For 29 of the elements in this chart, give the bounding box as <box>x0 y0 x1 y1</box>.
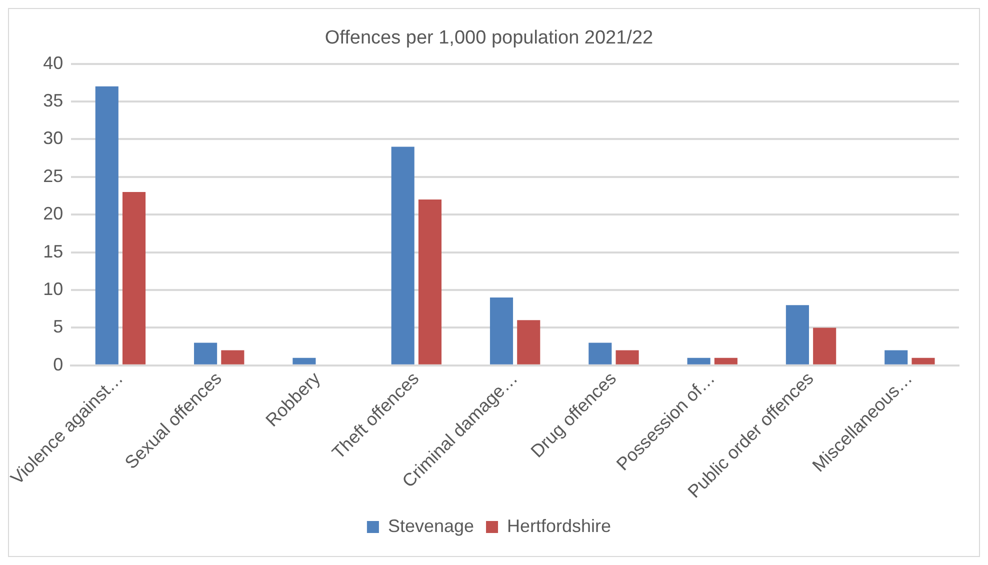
y-tick-label: 0 <box>53 354 64 374</box>
bar <box>884 350 908 364</box>
bar <box>221 350 244 364</box>
bar <box>714 358 738 364</box>
bar <box>490 298 514 364</box>
y-tick-label: 20 <box>43 204 64 224</box>
chart-title: Offences per 1,000 population 2021/22 <box>324 28 654 49</box>
y-tick-label: 40 <box>43 52 64 73</box>
legend-label: Hertfordshire <box>507 516 612 536</box>
y-tick-label: 30 <box>43 128 64 148</box>
y-tick-label: 10 <box>43 278 64 299</box>
bar <box>122 192 146 364</box>
bar <box>588 342 612 364</box>
bar <box>616 350 639 364</box>
bar <box>418 200 442 364</box>
y-tick-label: 35 <box>43 90 64 110</box>
bar <box>292 358 316 364</box>
bar <box>391 146 414 364</box>
y-tick-label: 5 <box>53 316 64 337</box>
y-tick-label: 15 <box>43 241 64 262</box>
bar <box>95 86 118 364</box>
bar <box>912 358 935 364</box>
bar <box>194 342 218 364</box>
bar <box>786 305 809 364</box>
bar <box>813 328 836 364</box>
y-tick-label: 25 <box>43 166 64 186</box>
bar <box>517 320 540 364</box>
bar <box>687 358 710 364</box>
legend-label: Stevenage <box>388 516 474 536</box>
